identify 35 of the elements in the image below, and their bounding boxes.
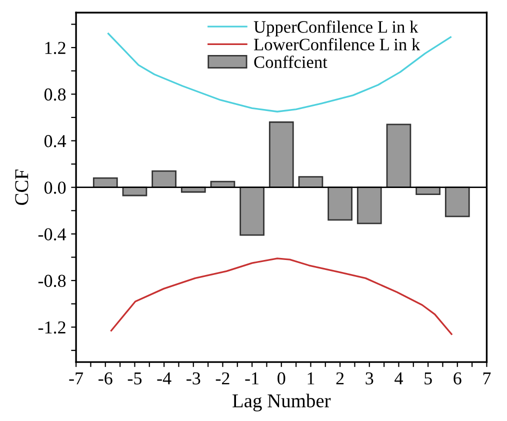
x-tick-label: 4 xyxy=(394,372,403,384)
bar xyxy=(152,170,176,188)
x-axis-title: Lag Number xyxy=(232,394,331,412)
x-tick-label: -5 xyxy=(128,372,142,384)
y-axis-title: CCF xyxy=(15,170,28,205)
y-tick-label: 1.2 xyxy=(45,42,66,54)
bar xyxy=(356,186,382,224)
bar xyxy=(444,186,470,218)
y-tick-label: 0.8 xyxy=(44,88,66,101)
y-tick-label: -0.8 xyxy=(38,274,66,288)
x-tick-label: -2 xyxy=(216,372,230,384)
line-series xyxy=(110,258,452,335)
bar xyxy=(328,186,352,221)
x-tick-label: -3 xyxy=(186,372,200,384)
x-tick-label: 2 xyxy=(336,372,344,384)
legend-label: UpperConfilence L in k xyxy=(254,20,418,36)
bar xyxy=(268,121,294,188)
x-tick-label: 6 xyxy=(454,372,462,384)
x-tick-label: 7 xyxy=(483,372,491,384)
x-tick-label: 5 xyxy=(424,372,432,384)
legend-label: LowerConfilence L in k xyxy=(254,38,420,50)
x-tick-label: -1 xyxy=(245,372,258,384)
x-tick-label: -4 xyxy=(157,372,172,384)
bar xyxy=(240,186,264,236)
y-tick-label: -1.2 xyxy=(38,321,66,334)
x-tick-label: -7 xyxy=(69,372,84,384)
y-tick-label: -0.4 xyxy=(38,228,66,240)
bar xyxy=(386,124,412,188)
x-tick-label: -6 xyxy=(98,372,112,384)
y-tick-label: 0.0 xyxy=(44,182,66,194)
y-tick-label: 0.4 xyxy=(44,135,66,148)
x-tick-label: 1 xyxy=(308,372,314,384)
x-tick-label: 0 xyxy=(278,372,286,384)
x-tick-label: 3 xyxy=(366,372,374,384)
legend-label: Conffcient xyxy=(254,56,328,68)
